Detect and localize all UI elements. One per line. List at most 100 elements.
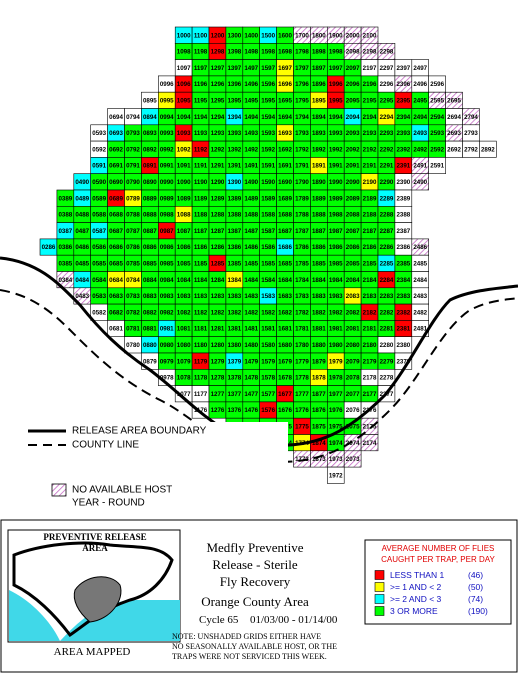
grid-cell-label: 1693 (278, 130, 292, 137)
grid-cell-label: 0488 (75, 212, 89, 219)
grid-cell-label: 0880 (143, 342, 157, 349)
grid-cell-label: 2392 (396, 146, 410, 153)
legend-county: COUNTY LINE (72, 440, 139, 451)
inset-boundary (12, 541, 174, 638)
grid-cell-label: 2192 (363, 146, 377, 153)
info-title: Medfly Preventive (206, 540, 303, 555)
grid-cell-label: 1091 (177, 163, 191, 170)
grid-cell-label: 0687 (109, 228, 123, 235)
grid-cell-label: 0386 (58, 244, 72, 251)
flies-legend-swatch (374, 606, 385, 616)
grid-cell-label: 1595 (261, 97, 275, 104)
grid-cell-label: 1378 (227, 375, 241, 382)
grid-cell-label: 1098 (177, 49, 191, 56)
grid-cell-label: 2298 (380, 49, 394, 56)
grid-cell-label: 2693 (447, 130, 461, 137)
grid-cell-label: 1181 (194, 326, 208, 333)
grid-cell-label: 1677 (278, 391, 292, 398)
grid-cell-label: 1987 (329, 228, 343, 235)
grid-cell-label: 1683 (278, 293, 292, 300)
grid-cell-label: 2197 (363, 65, 377, 72)
grid-cell-label: 1793 (295, 130, 309, 137)
flies-legend-label: 3 OR MORE (390, 606, 438, 616)
grid-cell-label: 1390 (227, 179, 241, 186)
grid-cell-label: 2188 (363, 212, 377, 219)
grid-cell-label: 1888 (312, 212, 326, 219)
grid-cell-label: 2089 (346, 195, 360, 202)
grid-cell-label: 1991 (329, 163, 343, 170)
grid-cell-label: 1289 (211, 195, 225, 202)
grid-cell-label: 2297 (380, 65, 394, 72)
grid-cell-label: 1200 (211, 32, 225, 39)
grid-cell-label: 2191 (363, 163, 377, 170)
grid-cell-label: 0881 (143, 326, 157, 333)
grid-cell-label: 0783 (126, 293, 140, 300)
grid-cell-label: 2592 (430, 146, 444, 153)
grid-cell-label: 2287 (380, 228, 394, 235)
flies-legend-title: AVERAGE NUMBER OF FLIES (382, 544, 495, 553)
grid-cell-label: 1680 (278, 342, 292, 349)
grid-cell-label: 1495 (244, 97, 258, 104)
grid-cell (428, 157, 446, 174)
grid-cell-label: 2391 (396, 163, 410, 170)
grid-cell-label: 1277 (211, 391, 225, 398)
info-note: NO SEASONALLY AVAILABLE HOST, OR THE (172, 642, 337, 651)
grid-cell-label: 0885 (143, 260, 157, 267)
grid-cell-label: 1187 (194, 228, 208, 235)
grid-cell-label: 0787 (126, 228, 140, 235)
grid-cell-label: 1177 (194, 391, 208, 398)
grid-cell-label: 1597 (261, 65, 275, 72)
grid-cell-label: 0486 (75, 244, 89, 251)
grid-cell-label: 1994 (329, 114, 343, 121)
grid-cell-label: 1493 (244, 130, 258, 137)
grid-cell-label: 1487 (244, 228, 258, 235)
flies-legend-label: LESS THAN 1 (390, 570, 444, 580)
grid-cell-label: 2094 (346, 114, 360, 121)
grid-cell-label: 1286 (211, 244, 225, 251)
grid-cell-label: 2175 (363, 423, 377, 430)
grid-cell-label: 0995 (160, 97, 174, 104)
grid-cell-label: 2085 (346, 260, 360, 267)
grid-cell-label: 2095 (346, 97, 360, 104)
grid-cell-label: 1497 (244, 65, 258, 72)
grid-cell-label: 2097 (346, 65, 360, 72)
grid-cell-label: 1398 (227, 49, 241, 56)
grid-cell-label: 0585 (92, 260, 106, 267)
grid-cell-label: 2595 (430, 97, 444, 104)
grid-cell-label: 1600 (278, 32, 292, 39)
grid-cell-label: 1787 (295, 228, 309, 235)
grid-cell-label: 2496 (413, 81, 427, 88)
grid-cell-label: 1395 (227, 97, 241, 104)
grid-cell-label: 1692 (278, 146, 292, 153)
grid-cell-label: 1291 (211, 163, 225, 170)
grid-cell-label: 2593 (430, 130, 444, 137)
grid-cell-label: 1789 (295, 195, 309, 202)
grid-cell-label: 2181 (363, 326, 377, 333)
grid-cell-label: 2296 (380, 81, 394, 88)
grid-cell-label: 1800 (312, 32, 326, 39)
grid-cell-label: 0884 (143, 277, 157, 284)
grid-cell-label: 0591 (92, 163, 106, 170)
grid-cell-label: 1873 (312, 456, 326, 463)
grid-cell-label: 1491 (244, 163, 258, 170)
grid-cell-label: 1197 (194, 65, 208, 72)
grid-cell-label: 1782 (295, 309, 309, 316)
grid-cell-label: 2380 (396, 342, 410, 349)
grid-cell-label: 1896 (312, 81, 326, 88)
grid-cell-label: 2290 (380, 179, 394, 186)
grid-cell-label: 1385 (227, 260, 241, 267)
grid-cell-label: 1093 (177, 130, 191, 137)
county-line (0, 289, 518, 464)
grid-cell-label: 1276 (211, 407, 225, 414)
grid-cell-label: 2195 (363, 97, 377, 104)
grid-cell-label: 1185 (194, 260, 208, 267)
grid-cell-label: 1281 (211, 326, 225, 333)
grid-cell-label: 1783 (295, 293, 309, 300)
grid-cell-label: 1094 (177, 114, 191, 121)
info-cycle: Cycle 65 (199, 614, 239, 626)
grid-cell-label: 0979 (160, 358, 174, 365)
grid-cell-label: 1893 (312, 130, 326, 137)
grid-cell-label: 1483 (244, 293, 258, 300)
grid-cell-label: 1184 (194, 277, 208, 284)
